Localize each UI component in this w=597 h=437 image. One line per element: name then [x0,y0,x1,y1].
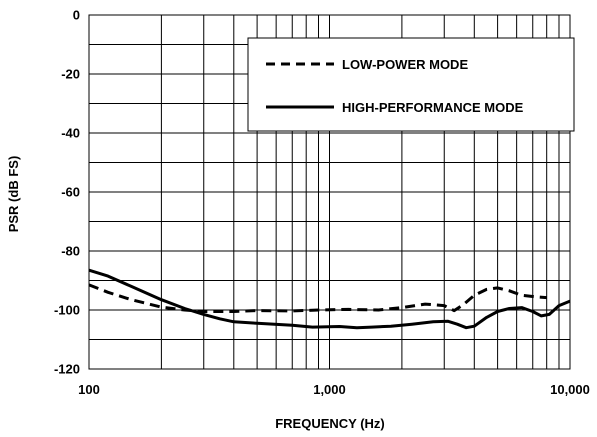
y-tick-label: -120 [54,362,80,377]
y-tick-label: -100 [54,303,80,318]
legend-box [247,37,575,132]
y-axis-title: PSR (dB FS) [6,156,21,233]
y-tick-label: -20 [61,67,80,82]
y-tick-label: -60 [61,185,80,200]
x-axis-title: FREQUENCY (Hz) [275,416,385,431]
legend: LOW-POWER MODE HIGH-PERFORMANCE MODE [247,37,575,132]
x-tick-label: 1,000 [313,382,346,397]
y-tick-label: -40 [61,126,80,141]
series-line-low-power [88,283,547,313]
plot-frame [88,14,571,370]
y-tick-label: 0 [73,8,80,23]
x-tick-label: 10,000 [550,382,590,397]
legend-label-low-power: LOW-POWER MODE [342,57,468,72]
series-line-high-performance [88,268,571,330]
tick-labels: 0 -20 -40 -60 -80 -100 -120 100 1,000 10,000 [54,8,590,398]
legend-label-high-performance: HIGH-PERFORMANCE MODE [342,100,524,115]
y-tick-label: -80 [61,244,80,259]
series-layer [88,268,571,330]
x-tick-label: 100 [78,382,100,397]
